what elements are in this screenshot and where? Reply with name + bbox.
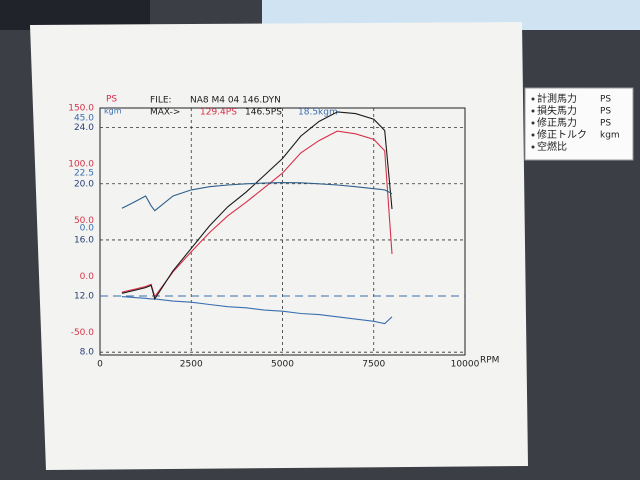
paper bbox=[30, 22, 528, 470]
y-tick-label: 24.0 bbox=[74, 123, 94, 133]
file-name: NA8 M4 04 146.DYN bbox=[190, 96, 281, 106]
y-tick-label: 0.0 bbox=[80, 223, 95, 233]
legend-unit: PS bbox=[600, 107, 611, 117]
x-axis-label: RPM bbox=[480, 356, 499, 366]
legend-unit: PS bbox=[600, 119, 611, 129]
legend-bullet bbox=[531, 121, 535, 125]
x-tick-label: 2500 bbox=[180, 360, 203, 370]
y-tick-label: 100.0 bbox=[68, 160, 94, 170]
legend-bullet bbox=[531, 97, 535, 101]
legend-label: 空燃比 bbox=[537, 140, 567, 153]
series-line bbox=[121, 296, 393, 325]
legend-label: 修正トルク bbox=[537, 128, 587, 141]
y-tick-label: -50.0 bbox=[71, 328, 95, 338]
y-tick-label: 8.0 bbox=[80, 348, 95, 358]
y-unit: PS bbox=[106, 95, 117, 105]
x-tick-label: 10000 bbox=[451, 360, 480, 370]
x-tick-label: 0 bbox=[97, 360, 103, 370]
y-tick-label: 45.0 bbox=[74, 113, 94, 123]
legend-bullet bbox=[531, 133, 535, 137]
y2-unit: kgm bbox=[104, 107, 122, 116]
max-label: MAX-> bbox=[150, 108, 180, 118]
legend-unit: kgm bbox=[600, 131, 620, 141]
file-label: FILE: bbox=[150, 96, 172, 106]
y-tick-label: 12.0 bbox=[74, 292, 94, 302]
series-line bbox=[121, 130, 393, 298]
x-tick-label: 5000 bbox=[271, 360, 294, 370]
max-value: 146.5PS bbox=[245, 108, 282, 118]
legend-bullet bbox=[531, 109, 535, 113]
series-line bbox=[121, 182, 393, 212]
legend-label: 損失馬力 bbox=[537, 104, 577, 117]
max-value: 18.5kgm bbox=[298, 108, 338, 118]
legend-unit: PS bbox=[600, 95, 611, 105]
y-tick-label: 16.0 bbox=[74, 235, 94, 245]
legend-label: 修正馬力 bbox=[537, 116, 577, 129]
legend-label: 計測馬力 bbox=[537, 92, 577, 105]
y-tick-label: 0.0 bbox=[80, 272, 95, 282]
y-tick-label: 20.0 bbox=[74, 179, 94, 189]
max-value: 129.4PS bbox=[200, 108, 237, 118]
series-line bbox=[121, 111, 393, 301]
legend-box bbox=[524, 87, 634, 161]
y-tick-label: 22.5 bbox=[74, 168, 94, 178]
x-tick-label: 7500 bbox=[362, 360, 385, 370]
y-tick-label: 150.0 bbox=[68, 104, 94, 114]
legend-bullet bbox=[531, 145, 535, 149]
y-tick-label: 50.0 bbox=[74, 216, 94, 226]
